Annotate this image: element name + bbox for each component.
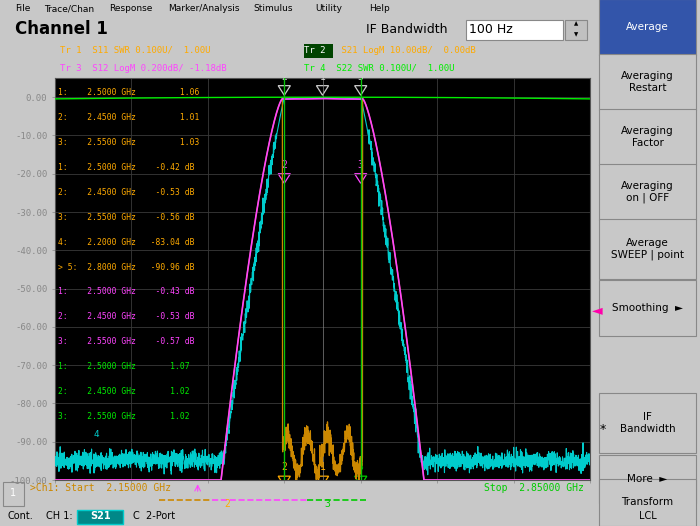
Text: 3:    2.5500 GHz       1.02: 3: 2.5500 GHz 1.02 <box>57 412 189 421</box>
FancyBboxPatch shape <box>598 219 696 279</box>
Bar <box>77 510 122 524</box>
Text: 3:    2.5500 GHz    -0.56 dB: 3: 2.5500 GHz -0.56 dB <box>57 213 194 221</box>
FancyBboxPatch shape <box>598 164 696 220</box>
Text: Transform: Transform <box>622 498 673 508</box>
Text: Smoothing  ►: Smoothing ► <box>612 303 683 313</box>
Text: 3:    2.5500 GHz         1.03: 3: 2.5500 GHz 1.03 <box>57 138 199 147</box>
Text: 1:    2.5000 GHz    -0.43 dB: 1: 2.5000 GHz -0.43 dB <box>57 287 194 297</box>
FancyBboxPatch shape <box>598 456 696 503</box>
Text: Tr 3  S12 LogM 0.200dB/ -1.18dB: Tr 3 S12 LogM 0.200dB/ -1.18dB <box>60 64 227 73</box>
FancyBboxPatch shape <box>598 54 696 109</box>
Text: 1:    2.5000 GHz    -0.42 dB: 1: 2.5000 GHz -0.42 dB <box>57 163 194 172</box>
Text: Stop  2.85000 GHz: Stop 2.85000 GHz <box>484 483 584 493</box>
Text: IF
Bandwidth: IF Bandwidth <box>620 412 676 434</box>
Bar <box>3 482 24 506</box>
Text: 2: 2 <box>281 72 287 82</box>
Text: 1: 1 <box>10 488 16 498</box>
Text: Channel 1: Channel 1 <box>15 21 108 38</box>
Text: > 5:  2.8000 GHz   -90.96 dB: > 5: 2.8000 GHz -90.96 dB <box>57 262 194 271</box>
Text: 1: 1 <box>320 72 326 82</box>
Text: 3: 3 <box>358 72 364 82</box>
Text: 3: 3 <box>358 462 364 472</box>
Bar <box>304 44 333 58</box>
Text: 2:    2.4500 GHz       1.02: 2: 2.4500 GHz 1.02 <box>57 387 189 396</box>
Text: Trace/Chan: Trace/Chan <box>44 4 94 13</box>
Text: >Ch1: Start  2.15000 GHz: >Ch1: Start 2.15000 GHz <box>29 483 171 493</box>
FancyBboxPatch shape <box>598 109 696 165</box>
Text: Stimulus: Stimulus <box>253 4 293 13</box>
Text: 2:    2.4500 GHz    -0.53 dB: 2: 2.4500 GHz -0.53 dB <box>57 188 194 197</box>
Text: 2: 2 <box>224 499 230 509</box>
Text: LCL: LCL <box>638 511 657 521</box>
Text: IF Bandwidth: IF Bandwidth <box>366 23 447 36</box>
Text: 1:    2.5000 GHz         1.06: 1: 2.5000 GHz 1.06 <box>57 88 199 97</box>
Text: Averaging
on | OFF: Averaging on | OFF <box>621 181 674 203</box>
Text: Help: Help <box>369 4 389 13</box>
Text: LCL: LCL <box>616 511 634 521</box>
Text: Tr 1  S11 SWR 0.100U/  1.00U: Tr 1 S11 SWR 0.100U/ 1.00U <box>60 46 211 55</box>
Text: Averaging
Factor: Averaging Factor <box>621 126 674 148</box>
Text: 4:    2.2000 GHz   -83.04 dB: 4: 2.2000 GHz -83.04 dB <box>57 238 194 247</box>
Text: 2: 2 <box>281 160 287 170</box>
Text: 1:    2.5000 GHz       1.07: 1: 2.5000 GHz 1.07 <box>57 362 189 371</box>
Bar <box>565 19 587 39</box>
Text: Tr 2: Tr 2 <box>304 46 326 55</box>
Text: 2: 2 <box>281 462 287 472</box>
Text: 2:    2.4500 GHz         1.01: 2: 2.4500 GHz 1.01 <box>57 113 199 122</box>
Text: 3: 3 <box>358 160 364 170</box>
Text: *: * <box>599 423 605 437</box>
FancyBboxPatch shape <box>598 0 696 55</box>
Text: 100 Hz: 100 Hz <box>469 23 513 36</box>
Text: Averaging
Restart: Averaging Restart <box>621 71 674 93</box>
Text: File: File <box>15 4 30 13</box>
Text: ◄: ◄ <box>592 303 602 317</box>
Text: 4: 4 <box>93 430 99 439</box>
Text: Average: Average <box>626 22 669 32</box>
Text: ▼: ▼ <box>574 33 578 37</box>
Text: C  2-Port: C 2-Port <box>133 511 175 521</box>
Text: Cont.: Cont. <box>7 511 33 521</box>
Text: More  ►: More ► <box>627 474 668 484</box>
Text: ▲: ▲ <box>574 22 578 26</box>
Text: 3:    2.5500 GHz    -0.57 dB: 3: 2.5500 GHz -0.57 dB <box>57 337 194 346</box>
Text: S21 LogM 10.00dB/  0.00dB: S21 LogM 10.00dB/ 0.00dB <box>336 46 475 55</box>
Text: 2:    2.4500 GHz    -0.53 dB: 2: 2.4500 GHz -0.53 dB <box>57 312 194 321</box>
Bar <box>466 19 564 39</box>
FancyBboxPatch shape <box>598 280 696 336</box>
Text: Average
SWEEP | point: Average SWEEP | point <box>611 238 684 260</box>
FancyBboxPatch shape <box>598 479 696 526</box>
Text: Response: Response <box>109 4 153 13</box>
Text: 1: 1 <box>320 462 326 472</box>
Text: S21: S21 <box>90 511 111 521</box>
Text: Marker/Analysis: Marker/Analysis <box>168 4 239 13</box>
FancyBboxPatch shape <box>598 393 696 453</box>
Text: Tr 4  S22 SWR 0.100U/  1.00U: Tr 4 S22 SWR 0.100U/ 1.00U <box>304 64 454 73</box>
Text: Utility: Utility <box>316 4 343 13</box>
Text: CH 1:: CH 1: <box>46 511 72 521</box>
Text: 3: 3 <box>325 499 330 509</box>
